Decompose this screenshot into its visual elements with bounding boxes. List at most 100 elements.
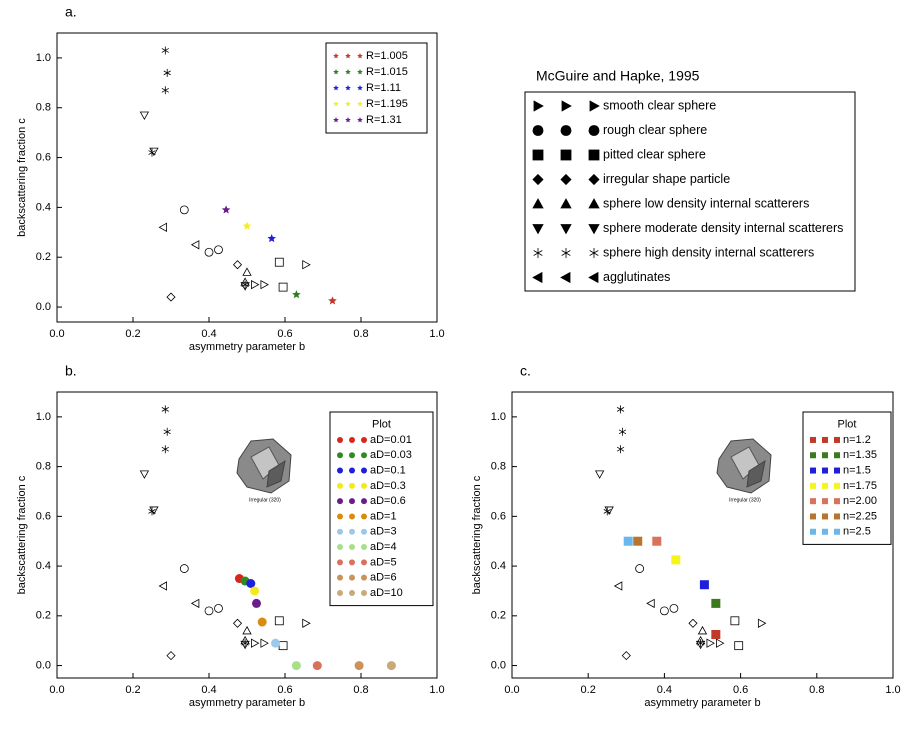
reference-legend-marker: [532, 224, 544, 235]
legend-marker: [361, 513, 367, 520]
reference-point: [161, 86, 169, 95]
legend-marker: [349, 482, 355, 489]
legend-marker: [810, 482, 816, 489]
legend-marker: [349, 452, 355, 459]
legend-marker: [361, 482, 367, 489]
reference-point: [163, 427, 171, 436]
y-axis-label: backscattering fraction c: [16, 475, 28, 594]
data-point: [292, 290, 301, 299]
x-tick-label: 0.8: [809, 684, 824, 696]
x-axis-label: asymmetry parameter b: [189, 341, 305, 353]
x-tick-label: 0.0: [49, 684, 64, 696]
legend-marker: [822, 482, 828, 489]
legend-marker: [349, 589, 355, 596]
legend-marker: [822, 498, 828, 505]
data-point: [252, 598, 261, 608]
reference-point: [669, 603, 679, 613]
legend-marker: [361, 528, 367, 535]
particle-facet: [266, 459, 286, 488]
legend-marker: [337, 589, 343, 596]
legend-marker: [345, 117, 351, 123]
legend-marker: [361, 436, 367, 443]
reference-point: [697, 625, 708, 635]
legend-label: n=1.35: [843, 449, 877, 461]
reference-legend-marker: [561, 248, 571, 258]
legend-marker: [345, 69, 351, 75]
y-axis-label: backscattering fraction c: [16, 118, 28, 237]
legend-label: aD=0.3: [370, 480, 406, 492]
reference-legend-marker: [532, 271, 543, 284]
legend-label: aD=4: [370, 541, 397, 553]
legend-marker: [357, 69, 363, 75]
legend-label: R=1.005: [366, 50, 408, 62]
legend-marker: [349, 559, 355, 566]
y-tick-label: 1.0: [36, 52, 51, 64]
reference-point: [618, 427, 627, 436]
legend-marker: [810, 513, 816, 520]
legend-marker: [361, 574, 367, 581]
reference-legend-marker: [560, 149, 572, 161]
legend-marker: [822, 528, 828, 535]
reference-legend-marker: [588, 271, 599, 284]
legend-title: Plot: [372, 419, 391, 431]
reference-point: [260, 279, 269, 290]
reference-point: [274, 616, 284, 626]
reference-point: [757, 618, 767, 628]
legend-marker: [810, 467, 816, 474]
legend-label: aD=3: [370, 526, 397, 538]
x-axis-label: asymmetry parameter b: [189, 697, 305, 709]
reference-legend-marker: [588, 125, 600, 136]
legend-marker: [810, 498, 816, 505]
y-tick-label: 0.2: [491, 610, 506, 622]
reference-point: [302, 260, 311, 270]
data-point: [267, 234, 276, 243]
reference-legend-label: smooth clear sphere: [603, 98, 716, 112]
reference-legend-label: rough clear sphere: [603, 123, 707, 137]
legend-label: aD=0.6: [370, 495, 406, 507]
legend-marker: [345, 53, 351, 59]
reference-point: [204, 247, 214, 257]
legend-marker: [333, 101, 339, 107]
reference-point: [734, 641, 744, 651]
reference-point: [616, 445, 625, 454]
legend-marker: [822, 467, 828, 474]
reference-legend-marker: [588, 198, 600, 209]
x-tick-label: 0.2: [125, 328, 140, 340]
legend-marker: [357, 85, 363, 91]
x-tick-label: 1.0: [429, 684, 444, 696]
reference-point: [616, 405, 625, 414]
y-tick-label: 1.0: [36, 411, 51, 423]
legend-marker: [834, 482, 840, 489]
reference-legend-box: [524, 91, 856, 292]
data-point: [633, 536, 643, 546]
legend-label: aD=0.1: [370, 464, 406, 476]
reference-point: [716, 638, 725, 648]
reference-point: [250, 638, 260, 648]
data-point: [711, 629, 721, 639]
legend-marker: [810, 528, 816, 535]
reference-point: [603, 507, 611, 516]
y-tick-label: 0.6: [36, 151, 51, 163]
reference-legend-marker: [588, 224, 600, 235]
y-tick-label: 0.2: [36, 251, 51, 263]
data-point: [312, 661, 322, 671]
annotation: Irregular (320): [729, 497, 761, 503]
reference-legend-marker: [560, 173, 572, 186]
legend-box: [325, 42, 428, 134]
reference-point: [139, 111, 150, 121]
data-point: [623, 536, 633, 546]
reference-legend-marker: [589, 100, 600, 112]
legend-label: R=1.015: [366, 66, 408, 78]
legend-label: R=1.11: [366, 82, 401, 94]
x-tick-label: 0.8: [353, 328, 368, 340]
reference-point: [242, 625, 252, 635]
data-point: [250, 586, 260, 596]
particle-facet: [746, 459, 766, 488]
reference-point: [688, 618, 698, 628]
reference-point: [232, 260, 243, 270]
reference-point: [161, 46, 169, 55]
data-point: [291, 661, 301, 671]
panel-label: a.: [65, 4, 77, 20]
reference-point: [163, 68, 171, 77]
